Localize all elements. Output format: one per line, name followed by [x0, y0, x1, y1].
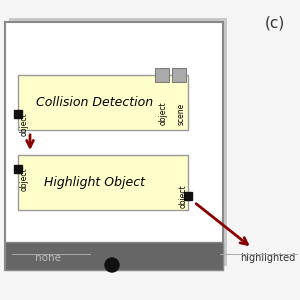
- Bar: [184, 192, 192, 200]
- Bar: [5, 242, 223, 270]
- Text: (c): (c): [265, 15, 285, 30]
- Bar: [5, 22, 223, 270]
- Circle shape: [105, 258, 119, 272]
- Bar: [172, 68, 186, 82]
- Bar: [18, 75, 188, 130]
- Text: scene: scene: [176, 103, 185, 125]
- Bar: [14, 110, 22, 118]
- Text: none: none: [35, 253, 61, 263]
- Text: highlighted: highlighted: [240, 253, 295, 263]
- Text: object: object: [20, 167, 28, 190]
- Text: Highlight Object: Highlight Object: [44, 176, 145, 189]
- Text: object: object: [178, 184, 188, 208]
- Bar: [18, 155, 188, 210]
- Bar: [155, 68, 169, 82]
- Text: object: object: [158, 101, 167, 125]
- Text: object: object: [20, 112, 28, 136]
- Text: Collision Detection: Collision Detection: [36, 96, 153, 109]
- Bar: [9, 18, 227, 266]
- Bar: [14, 165, 22, 173]
